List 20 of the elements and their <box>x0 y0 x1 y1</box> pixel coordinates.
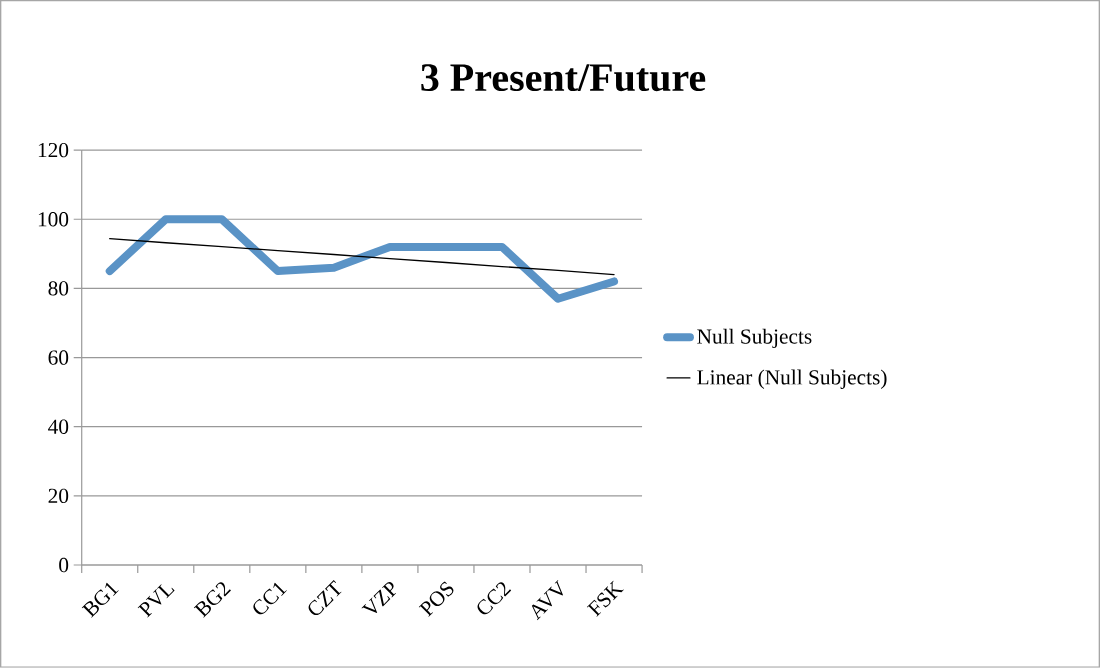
x-tick-label: VZP <box>361 582 397 614</box>
x-tick-label: CZT <box>308 580 342 616</box>
y-tick-label: 120 <box>38 143 69 158</box>
chart-title: 3 Present/Future <box>421 64 706 92</box>
y-tick-label: 20 <box>48 488 69 504</box>
x-tick-label: BG2 <box>193 582 231 618</box>
x-tick-label: CC1 <box>253 582 287 615</box>
line-series <box>109 238 615 276</box>
x-tick-label: BG1 <box>81 582 119 618</box>
x-tick-label: FSK <box>586 580 624 617</box>
x-tick-label: PVL <box>137 584 175 618</box>
y-tick-label: 80 <box>48 281 69 296</box>
y-tick-label: 100 <box>38 212 69 227</box>
y-tick-label: 60 <box>48 350 69 365</box>
legend-label: Linear (Null Subjects) <box>697 369 887 390</box>
legend-label: Null Subjects <box>697 328 812 349</box>
x-tick-label: CC2 <box>477 582 512 615</box>
y-tick-label: 40 <box>48 419 69 435</box>
x-tick-label: POS <box>418 581 454 617</box>
y-tick-label: 0 <box>59 557 69 573</box>
